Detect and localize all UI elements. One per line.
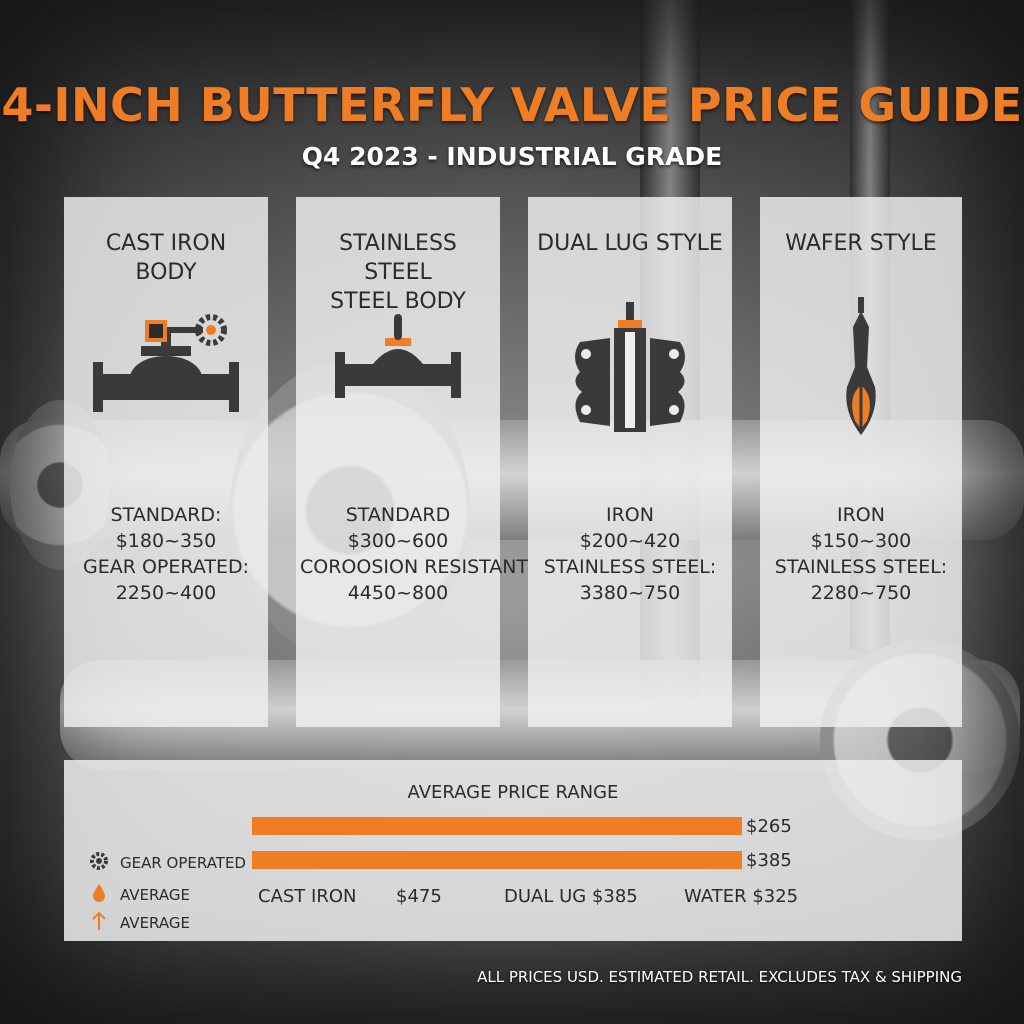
- price-label: IRON: [606, 504, 654, 526]
- legend-label: GEAR OPERATED: [120, 854, 246, 872]
- price-value: $300~600: [347, 530, 449, 552]
- card-wafer: WAFER STYLE IRON $150~300 STAINLESS STEE…: [760, 197, 962, 727]
- gear-icon: [88, 850, 110, 876]
- legend-label: AVERAGE: [120, 914, 190, 932]
- legend-label: AVERAGE: [120, 886, 190, 904]
- price-label: STAINLESS STEEL:: [543, 556, 717, 578]
- price-label: GEAR OPERATED:: [83, 556, 249, 578]
- card-title: WAFER STYLE: [785, 231, 937, 256]
- price-label: STAINLESS STEEL:: [774, 556, 948, 578]
- card-dual-lug: DUAL LUG STYLE IRON $200~420 STAINLESS S…: [528, 197, 732, 727]
- panel-title: AVERAGE PRICE RANGE: [407, 782, 619, 803]
- card-prices: IRON $150~300 STAINLESS STEEL: 2280~750: [764, 502, 958, 606]
- card-prices: IRON $200~420 STAINLESS STEEL: 3380~750: [532, 502, 728, 606]
- card-title: DUAL LUG STYLE: [537, 231, 723, 256]
- drop-icon: [88, 882, 110, 908]
- legend-item: AVERAGE: [88, 882, 190, 908]
- gear-operated-valve-icon: [64, 297, 268, 437]
- price-label: COROOSION RESISTANT: [300, 556, 529, 578]
- average-price-panel: AVERAGE PRICE RANGE $265 $385 GEAR OPERA…: [64, 760, 962, 941]
- price-label: STANDARD:: [110, 504, 222, 526]
- footer-note: ALL PRICES USD. ESTIMATED RETAIL. EXCLUD…: [477, 968, 962, 986]
- legend-item: GEAR OPERATED: [88, 850, 246, 876]
- price-value: 2280~750: [810, 582, 912, 604]
- price-value: 2250~400: [115, 582, 217, 604]
- category-label: $475: [396, 886, 442, 907]
- page-subtitle: Q4 2023 - INDUSTRIAL GRADE: [301, 142, 723, 171]
- wafer-disc-icon: [760, 297, 962, 437]
- price-value: 4450~800: [347, 582, 449, 604]
- category-label: WATER $325: [684, 886, 799, 907]
- up-arrow-icon: [88, 910, 110, 936]
- price-label: STANDARD: [345, 504, 451, 526]
- price-bar: [252, 851, 742, 869]
- price-value: $150~300: [810, 530, 912, 552]
- legend-item: AVERAGE: [88, 910, 190, 936]
- price-bar: [252, 817, 742, 835]
- category-label: CAST IRON: [258, 886, 357, 907]
- card-title: CAST IRON BODY: [105, 231, 227, 285]
- card-title: STAINLESS STEEL STEEL BODY: [330, 231, 466, 314]
- card-prices: STANDARD $300~600 COROOSION RESISTANT 44…: [300, 502, 529, 606]
- lug-valve-icon: [528, 297, 732, 437]
- inline-valve-icon: [296, 297, 500, 437]
- card-stainless-steel: STAINLESS STEEL STEEL BODY STANDARD $300…: [296, 197, 529, 727]
- price-value: $200~420: [579, 530, 681, 552]
- price-value: $180~350: [115, 530, 217, 552]
- card-cast-iron: CAST IRON BODY STANDARD: $180~350 GEAR O…: [64, 197, 268, 727]
- category-label: DUAL UG $385: [504, 886, 638, 907]
- price-bar-label: $265: [746, 816, 792, 837]
- card-prices: STANDARD: $180~350 GEAR OPERATED: 2250~4…: [68, 502, 264, 606]
- page-title: 4-INCH BUTTERFLY VALVE PRICE GUIDE: [1, 78, 1023, 132]
- price-value: 3380~750: [579, 582, 681, 604]
- price-bar-label: $385: [746, 850, 792, 871]
- price-label: IRON: [837, 504, 885, 526]
